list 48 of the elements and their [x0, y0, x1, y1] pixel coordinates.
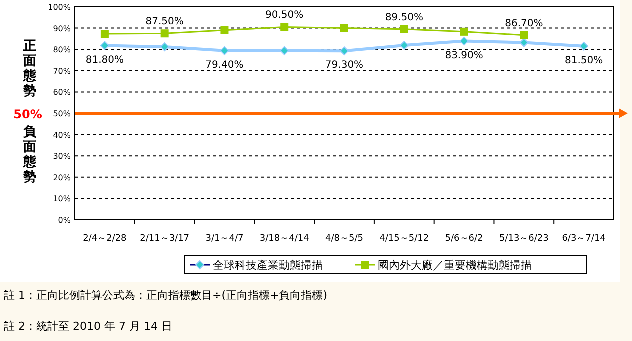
data-label: 81.80% — [86, 54, 124, 66]
point — [580, 42, 589, 51]
x-tick-label: 3/1～4/7 — [206, 234, 244, 244]
data-label: 81.50% — [564, 55, 604, 66]
y-tick-label: 40% — [53, 130, 72, 140]
point — [160, 30, 169, 38]
y-tick-label: 100% — [48, 3, 72, 12]
text: 正面態勢 — [22, 39, 38, 99]
ref-line-label: 50% — [14, 108, 42, 122]
y-tick-label: 50% — [53, 110, 72, 118]
y-tick-label: 20% — [53, 173, 72, 182]
point — [340, 24, 348, 32]
point — [520, 31, 528, 40]
data-label: 79.30% — [325, 60, 364, 72]
x-tick-label: 4/15～5/12 — [380, 234, 430, 244]
y-tick-label: 0% — [58, 216, 72, 225]
point — [100, 41, 110, 50]
y-tick-label: 30% — [53, 152, 72, 162]
y-tick-label: 80% — [53, 46, 72, 55]
y-tick-label: 90% — [53, 24, 72, 34]
data-label: 89.50% — [385, 12, 424, 24]
legend-label: 全球科技產業動態掃描 — [213, 259, 323, 272]
x-tick-label: 2/4～2/28 — [83, 234, 128, 244]
x-tick-label: 2/11～3/17 — [140, 234, 190, 244]
point — [400, 25, 408, 34]
y-tick-label: 70% — [53, 66, 72, 76]
point — [400, 41, 409, 50]
data-label: 90.50% — [266, 10, 304, 22]
data-label: 86.70% — [505, 18, 544, 30]
y-tick-label: 10% — [53, 194, 72, 204]
y-tick-label: 60% — [53, 88, 72, 98]
text: 負面態勢 — [22, 125, 38, 185]
x-tick-label: 6/3～7/14 — [562, 234, 606, 244]
data-label: 87.50% — [146, 16, 184, 28]
x-tick-label: 3/18～4/14 — [260, 234, 310, 244]
text: 註 2：統計至 2010 年 7 月 14 日 — [4, 320, 172, 333]
point — [100, 30, 109, 38]
point — [340, 46, 349, 56]
legend-label: 國內外大廠／重要機構動態掃描 — [378, 259, 532, 272]
data-label: 83.90% — [445, 50, 484, 62]
text: 註 1：正向比例計算公式為：正向指標數目÷(正向指標+負向指標) — [4, 289, 328, 302]
x-tick-label: 4/8～5/5 — [326, 234, 364, 244]
x-tick-label: 5/13～6/23 — [499, 234, 549, 244]
point — [460, 28, 468, 36]
data-label: 79.40% — [206, 60, 244, 71]
x-tick-label: 5/6～6/2 — [445, 234, 484, 244]
point — [280, 23, 289, 32]
point — [220, 26, 229, 34]
